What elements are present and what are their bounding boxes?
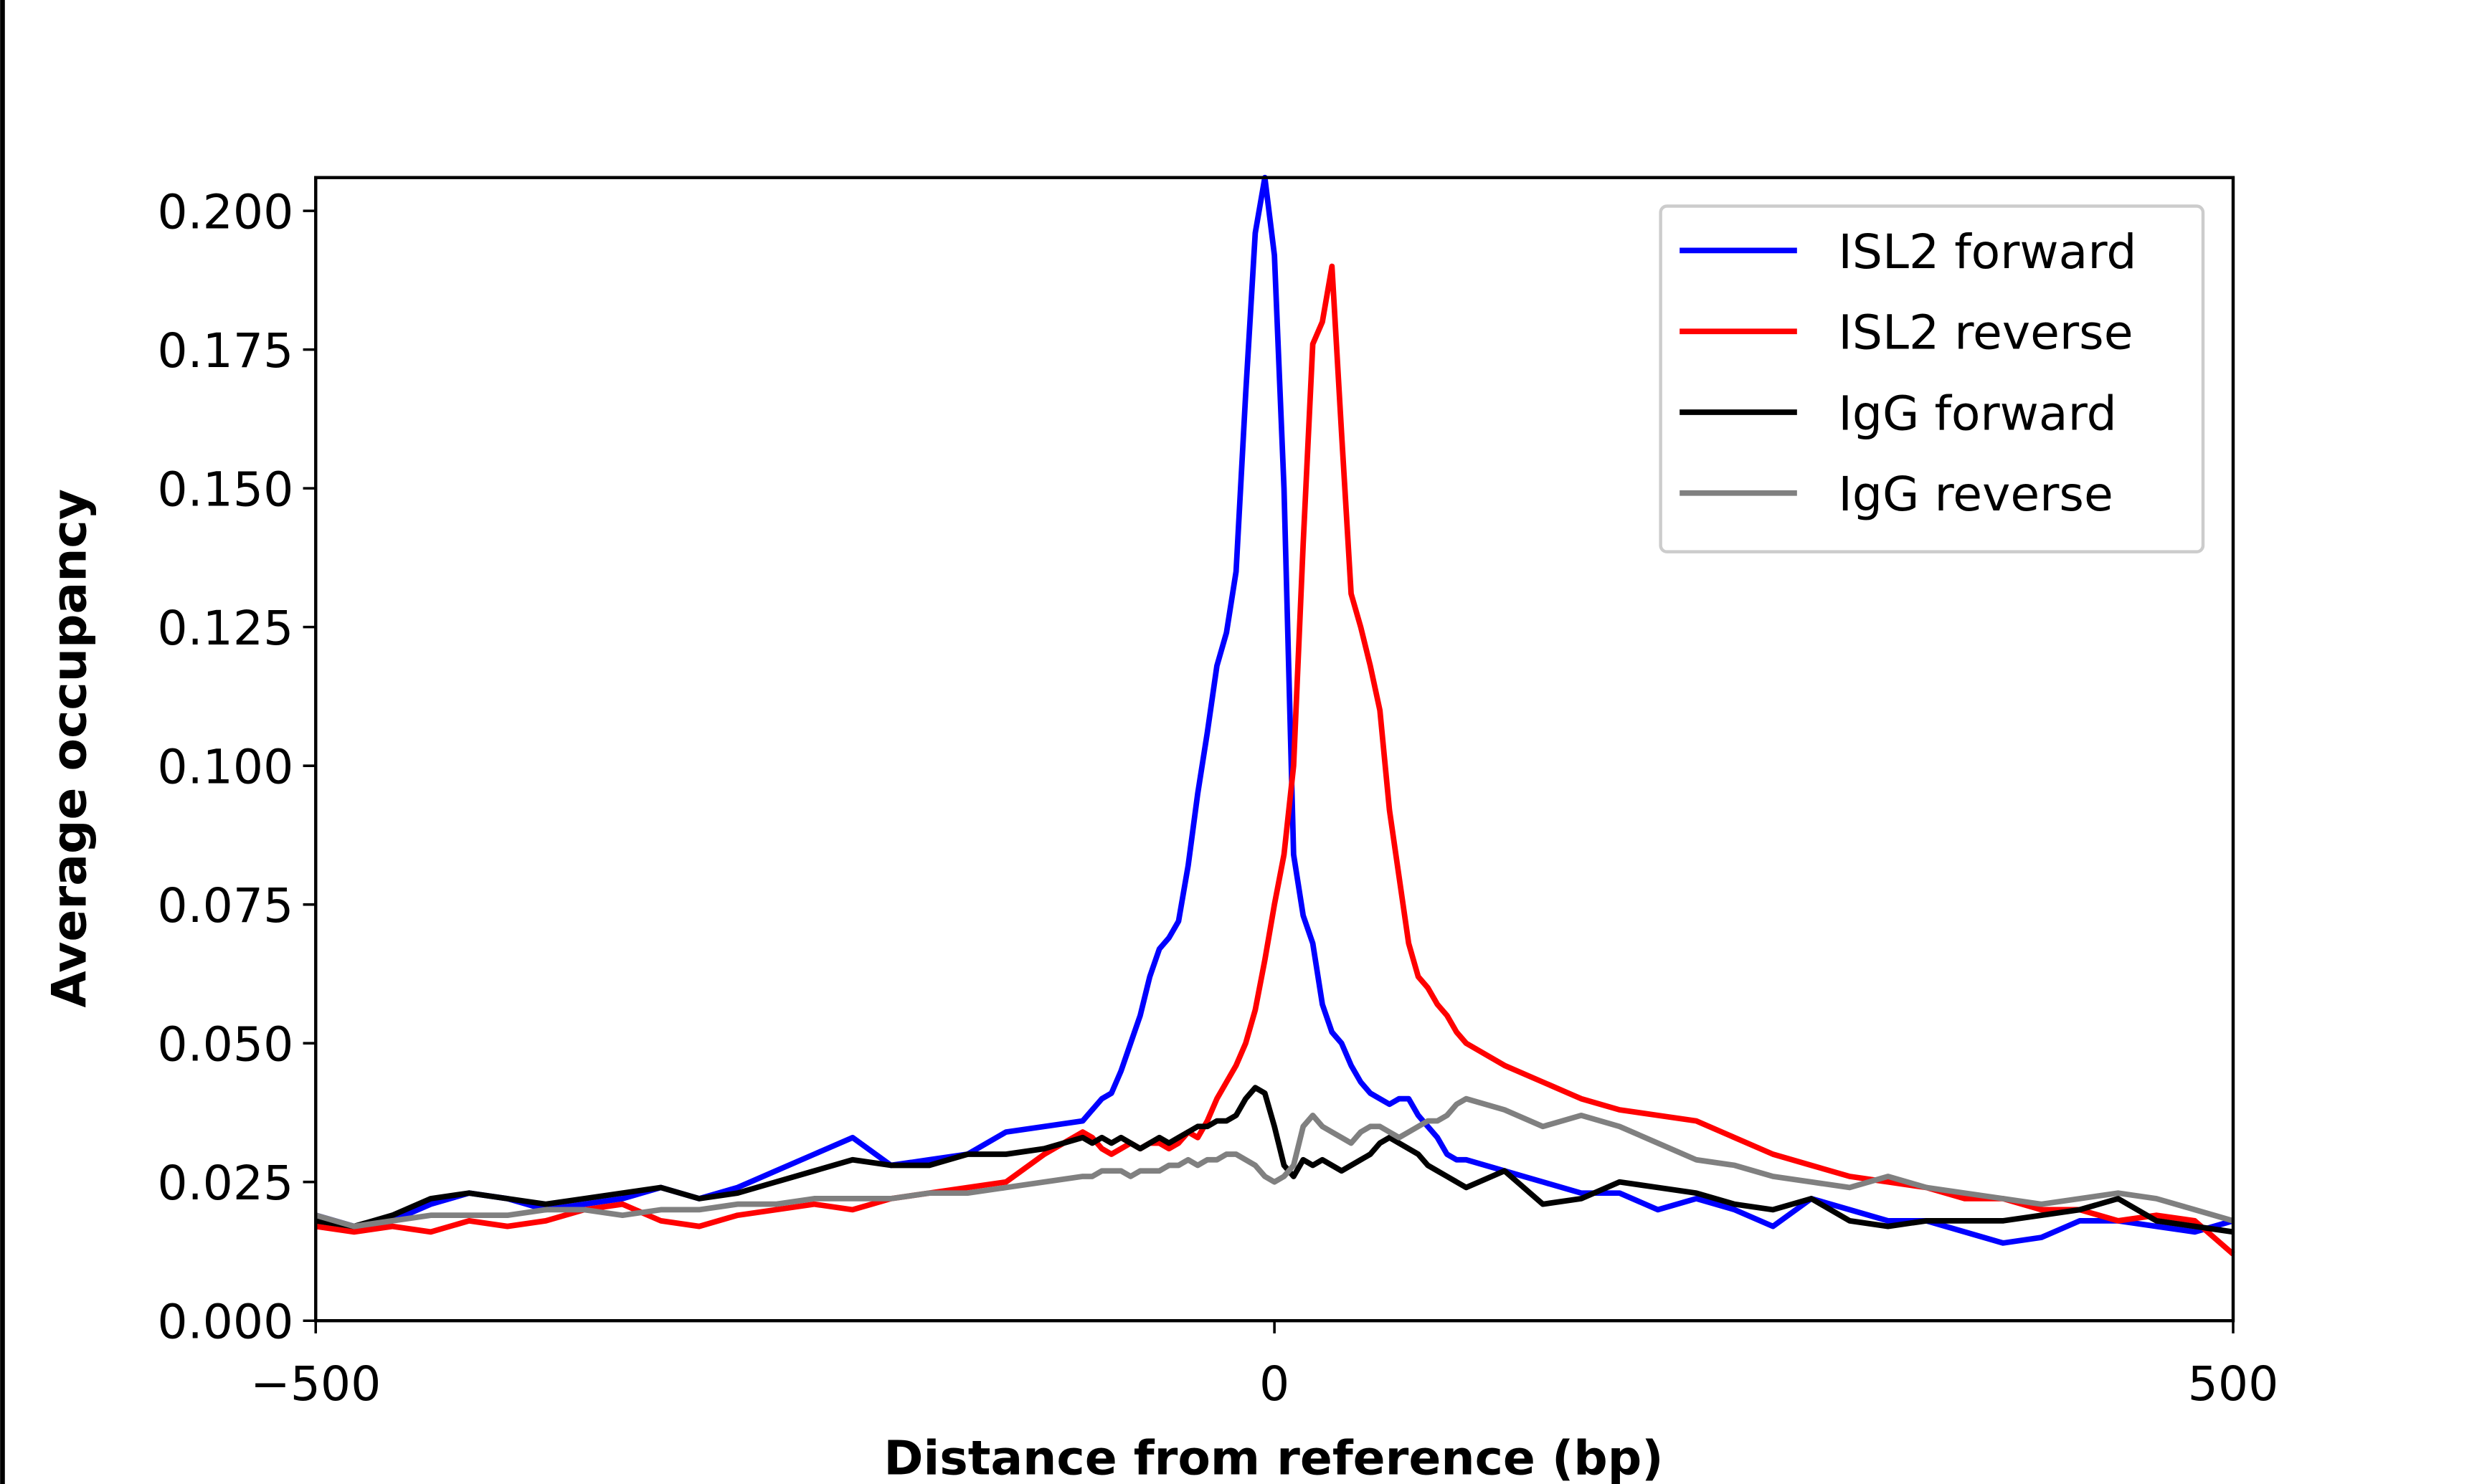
legend-label: IgG reverse bbox=[1838, 466, 2113, 522]
legend: ISL2 forward ISL2 reverse IgG forward IgG r… bbox=[1659, 204, 2205, 553]
y-tick-label: 0.100 bbox=[157, 738, 293, 794]
y-tick-label: 0.025 bbox=[157, 1155, 293, 1211]
y-axis-label: Average occupancy bbox=[42, 489, 98, 1008]
y-tick-label: 0.150 bbox=[157, 461, 293, 517]
y-tick-label: 0.075 bbox=[157, 877, 293, 933]
y-tick-label: 0.200 bbox=[157, 184, 293, 239]
y-tick-label: 0.175 bbox=[157, 323, 293, 379]
legend-label: ISL2 forward bbox=[1838, 224, 2136, 280]
y-tick-label: 0.050 bbox=[157, 1017, 293, 1072]
legend-label: IgG forward bbox=[1838, 385, 2116, 441]
left-border bbox=[0, 0, 5, 1484]
series-line bbox=[315, 1085, 2234, 1235]
x-axis-label: Distance from reference (bp) bbox=[884, 1430, 1663, 1484]
legend-label: ISL2 reverse bbox=[1838, 305, 2133, 361]
y-tick-label: 0.000 bbox=[157, 1294, 293, 1350]
series-line bbox=[315, 1095, 2235, 1229]
series-line bbox=[315, 174, 2235, 1246]
x-tick-label: 500 bbox=[2188, 1356, 2279, 1412]
x-tick-label: 0 bbox=[1259, 1356, 1289, 1412]
plot-area bbox=[315, 174, 2235, 1257]
legend-frame bbox=[1659, 204, 2205, 553]
y-tick-label: 0.125 bbox=[157, 600, 293, 656]
x-tick-label: −500 bbox=[250, 1356, 381, 1412]
series-line bbox=[315, 263, 2235, 1257]
